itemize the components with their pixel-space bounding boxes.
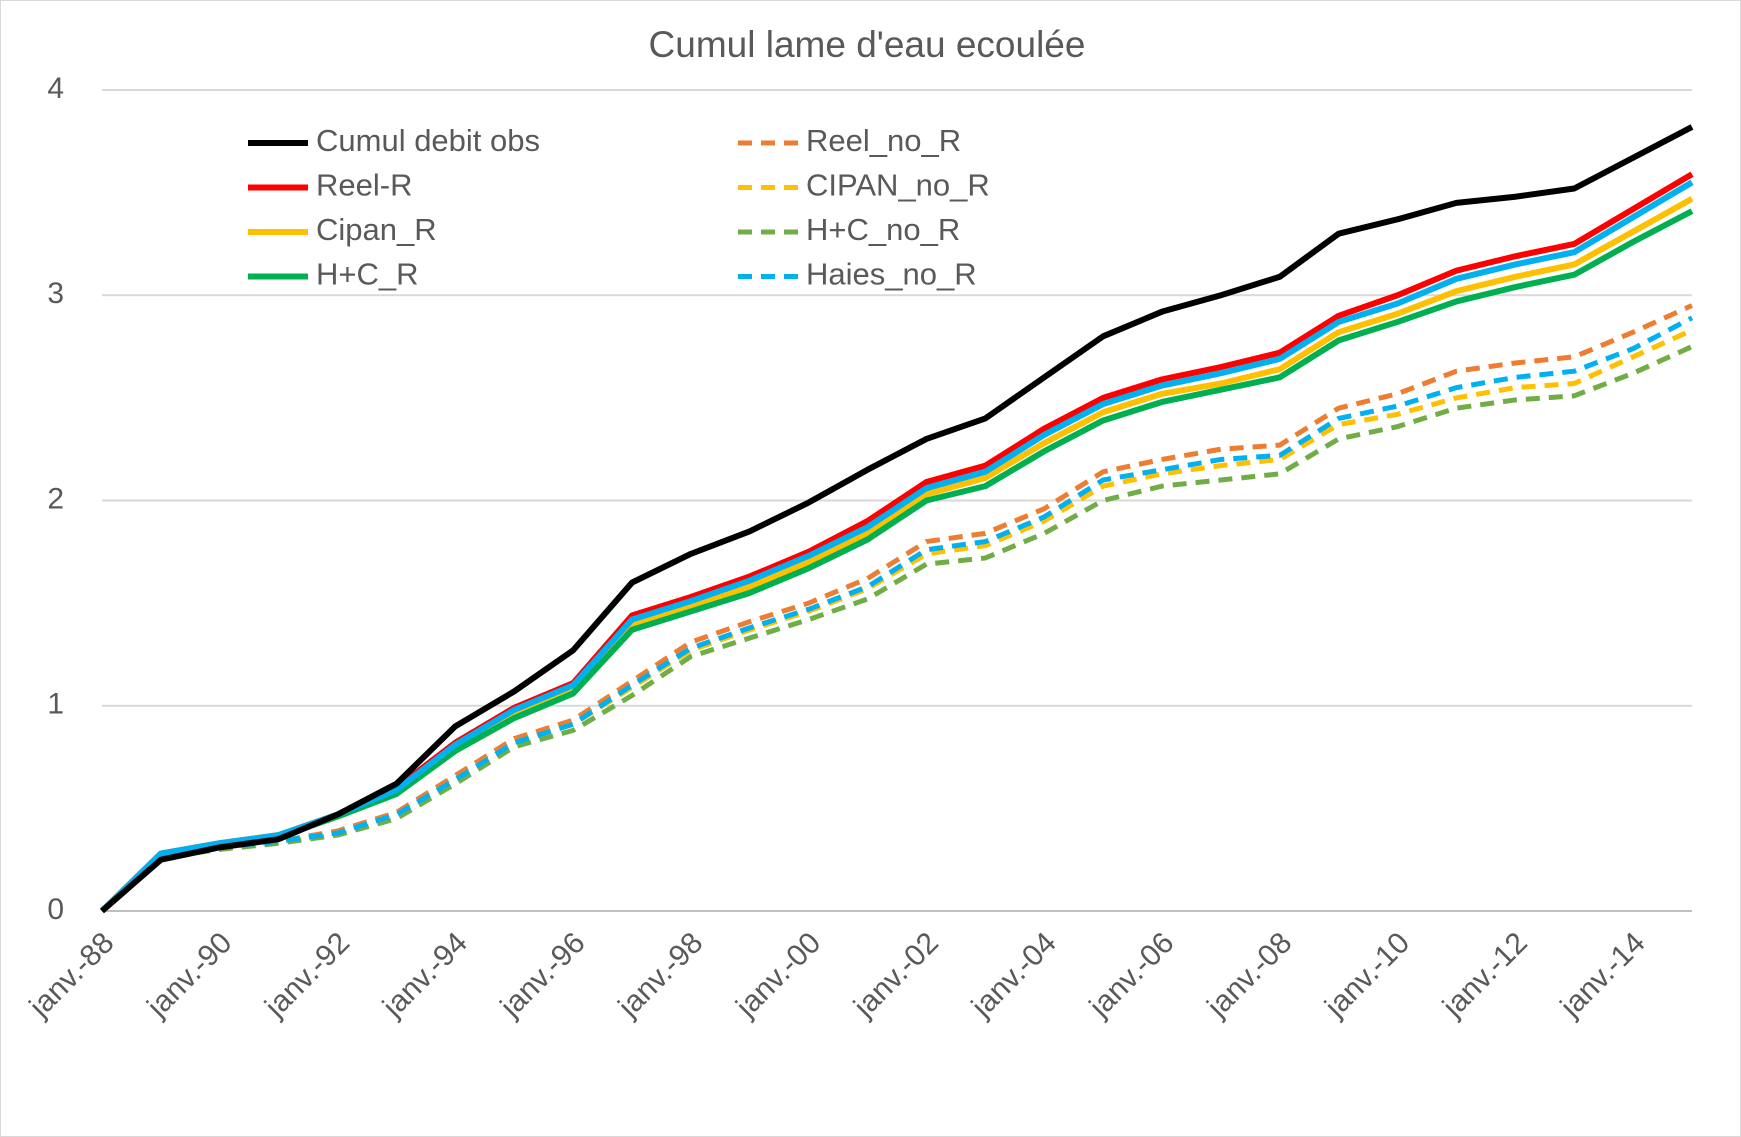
y-tick-label: 3 — [47, 277, 64, 310]
y-tick-label: 1 — [47, 688, 64, 721]
legend-label: Cumul debit obs — [316, 123, 540, 158]
legend-label: Cipan_R — [316, 212, 437, 247]
y-tick-label: 2 — [47, 482, 64, 515]
legend-label: H+C_no_R — [806, 212, 960, 247]
chart-title: Cumul lame d'eau ecoulée — [649, 24, 1086, 65]
series-line — [100, 315, 1694, 913]
legend-label: Haies_no_R — [806, 257, 977, 292]
y-tick-label: 0 — [47, 893, 64, 926]
series-line — [100, 303, 1694, 913]
series-line — [100, 124, 1694, 914]
legend-label: Reel-R — [316, 168, 412, 203]
series-line — [100, 344, 1694, 913]
legend-label: CIPAN_no_R — [806, 168, 990, 203]
legend-label: Reel_no_R — [806, 123, 961, 158]
legend-label: H+C_R — [316, 257, 419, 292]
y-tick-label: 4 — [47, 72, 64, 105]
